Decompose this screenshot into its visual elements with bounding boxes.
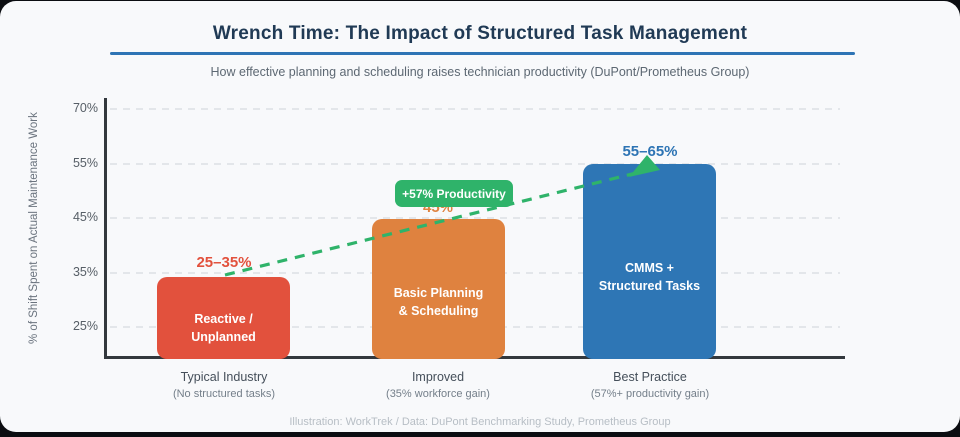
category-sublabel: (57%+ productivity gain) <box>590 388 710 400</box>
title-underline <box>110 52 855 55</box>
bar-improved: Basic Planning & Scheduling <box>372 219 505 359</box>
bar-improved-label: Basic Planning & Scheduling <box>372 285 505 320</box>
bar-label-line: Basic Planning <box>393 286 484 300</box>
bar-typical-industry: Reactive / Unplanned <box>157 277 290 359</box>
attribution-footer: Illustration: WorkTrek / Data: DuPont Be… <box>289 416 671 428</box>
category-typical-industry: Typical Industry (No structured tasks) <box>114 370 334 400</box>
y-tick-55: 55% <box>72 156 98 170</box>
value-label-25-35: 25–35% <box>196 254 252 271</box>
bar-typical-industry-label: Reactive / Unplanned <box>157 311 290 346</box>
bar-best-practice-label: CMMS + Structured Tasks <box>583 260 716 295</box>
y-tick-25: 25% <box>72 319 98 333</box>
category-label: Typical Industry <box>180 370 268 384</box>
y-tick-45: 45% <box>72 210 98 224</box>
category-best-practice: Best Practice (57%+ productivity gain) <box>540 370 760 400</box>
y-tick-70: 70% <box>72 101 98 115</box>
bar-label-line: CMMS + <box>625 261 674 275</box>
gridline-70 <box>110 108 840 110</box>
value-label-55-65: 55–65% <box>622 143 678 160</box>
category-sublabel: (No structured tasks) <box>172 388 276 400</box>
category-label: Best Practice <box>613 370 687 384</box>
chart-title: Wrench Time: The Impact of Structured Ta… <box>212 23 748 44</box>
bar-label-line: Reactive / <box>194 312 253 326</box>
y-tick-35: 35% <box>72 265 98 279</box>
y-axis-label: % of Shift Spent on Actual Maintenance W… <box>28 112 40 345</box>
y-axis-line <box>104 98 107 359</box>
bar-best-practice: CMMS + Structured Tasks <box>583 164 716 359</box>
productivity-badge: +57% Productivity <box>395 180 513 207</box>
category-label: Improved <box>411 370 465 384</box>
chart-subtitle: How effective planning and scheduling ra… <box>210 65 750 79</box>
bar-label-line: Unplanned <box>191 329 256 344</box>
category-improved: Improved (35% workforce gain) <box>328 370 548 400</box>
gridline-55 <box>110 163 840 165</box>
bar-label-line: Structured Tasks <box>598 278 701 293</box>
category-sublabel: (35% workforce gain) <box>386 388 490 400</box>
bar-label-line: & Scheduling <box>398 303 479 318</box>
